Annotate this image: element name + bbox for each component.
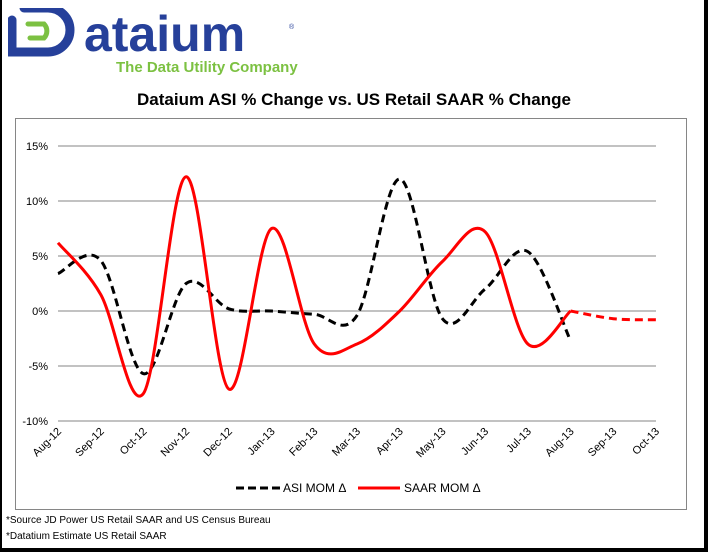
legend: ASI MOM Δ SAAR MOM Δ	[236, 481, 481, 495]
chart-title: Dataium ASI % Change vs. US Retail SAAR …	[137, 90, 571, 109]
x-tick-label: Apr-13	[374, 426, 406, 458]
x-tick-label: Mar-13	[330, 426, 363, 459]
dataium-logo: ataium ® The Data Utility Company	[8, 4, 298, 80]
x-tick-label: Jul-13	[504, 426, 534, 456]
x-tick-label: Aug-13	[543, 426, 577, 460]
footnote-source: *Source JD Power US Retail SAAR and US C…	[6, 515, 271, 526]
legend-label-saar: SAAR MOM Δ	[404, 481, 481, 495]
series-lines	[56, 175, 657, 398]
x-tick-label: Feb-13	[287, 426, 320, 459]
series-line-saar	[56, 175, 572, 398]
y-tick-label: 15%	[26, 141, 48, 153]
x-axis-ticks: Aug-12 Sep-12 Oct-12 Nov-12 Dec-12 Jan-13 Feb-…	[31, 426, 663, 460]
legend-label-asi: ASI MOM Δ	[283, 481, 346, 495]
y-tick-label: -10%	[22, 416, 48, 428]
y-tick-label: 5%	[32, 251, 48, 263]
registered-mark: ®	[289, 24, 295, 31]
logo-d-icon	[8, 8, 75, 57]
footnote-estimate: *Datatium Estimate US Retail SAAR	[6, 531, 167, 542]
x-tick-label: Nov-12	[159, 426, 193, 460]
y-tick-label: 10%	[26, 196, 48, 208]
logo-tagline: The Data Utility Company	[116, 59, 298, 76]
chart-area	[15, 118, 687, 510]
gridlines	[58, 145, 656, 422]
x-tick-label: Oct-12	[118, 426, 150, 458]
x-tick-label: Jan-13	[245, 426, 277, 458]
series-line-asi	[57, 177, 572, 376]
x-tick-label: Dec-12	[201, 426, 235, 460]
series-line-saar-estimate	[570, 309, 657, 322]
x-tick-label: Jun-13	[459, 426, 491, 458]
x-tick-label: May-13	[414, 426, 448, 460]
x-tick-label: Oct-13	[630, 426, 662, 458]
y-tick-label: 0%	[32, 306, 48, 318]
x-tick-label: Sep-12	[73, 426, 107, 460]
y-axis-ticks: 15% 10% 5% 0% -5% -10%	[22, 141, 48, 428]
y-tick-label: -5%	[28, 361, 48, 373]
x-tick-label: Sep-13	[586, 426, 620, 460]
x-tick-label: Aug-12	[31, 426, 65, 460]
logo-wordmark: ataium	[84, 6, 246, 62]
